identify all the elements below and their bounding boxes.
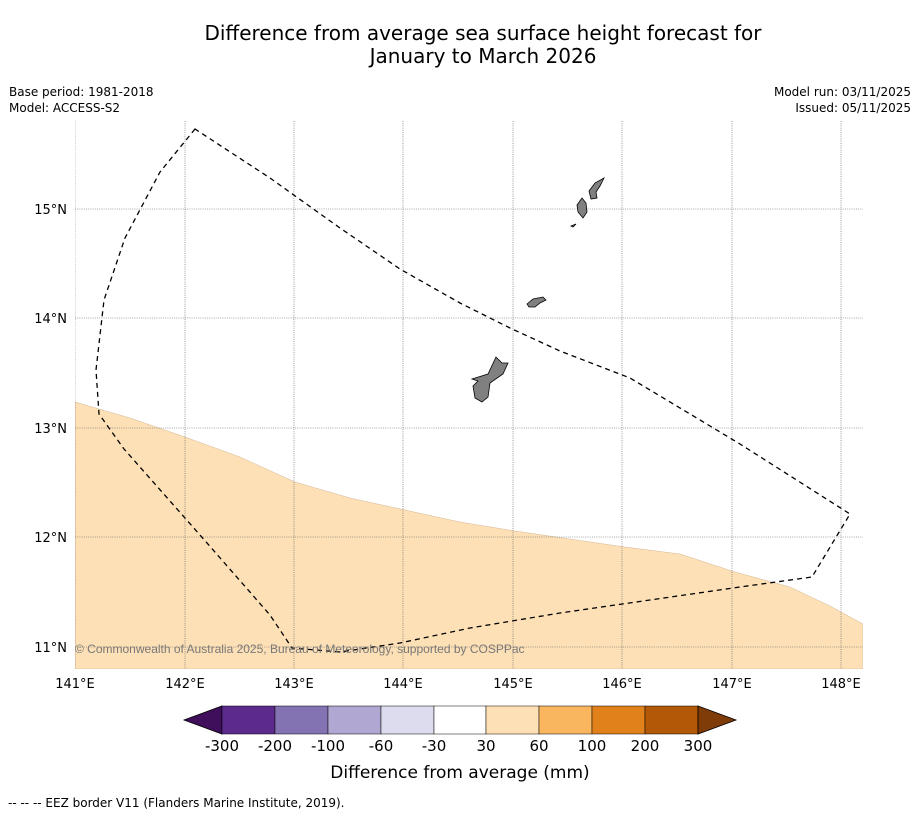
lat-label: 12°N bbox=[34, 531, 67, 546]
lat-label: 15°N bbox=[34, 203, 67, 218]
colorbar-extend-high bbox=[697, 705, 738, 735]
lon-label: 148°E bbox=[821, 677, 861, 692]
colorbar-segment bbox=[644, 705, 699, 735]
anomaly-region-30-60 bbox=[75, 401, 863, 669]
model-name: Model: ACCESS-S2 bbox=[9, 101, 121, 115]
colorbar-tick: -60 bbox=[369, 737, 394, 755]
issued-date: Issued: 05/11/2025 bbox=[795, 101, 911, 115]
colorbar-segment bbox=[433, 705, 487, 735]
colorbar-segment bbox=[380, 705, 435, 735]
meta-left: Base period: 1981-2018 Model: ACCESS-S2 bbox=[9, 84, 154, 116]
colorbar-segment bbox=[485, 705, 540, 735]
title-line-2: January to March 2026 bbox=[369, 44, 597, 68]
lon-label: 141°E bbox=[55, 677, 95, 692]
colorbar-tick: -300 bbox=[205, 737, 239, 755]
colorbar-label: Difference from average (mm) bbox=[330, 763, 589, 783]
map-title: Difference from average sea surface heig… bbox=[0, 22, 919, 68]
colorbar-tick: 200 bbox=[631, 737, 660, 755]
base-period: Base period: 1981-2018 bbox=[9, 85, 154, 99]
colorbar-tick: 60 bbox=[529, 737, 548, 755]
longitude-labels: 141°E 142°E 143°E 144°E 145°E 146°E 147°… bbox=[55, 677, 861, 692]
colorbar-tick: -200 bbox=[258, 737, 292, 755]
meta-right: Model run: 03/11/2025 Issued: 05/11/2025 bbox=[774, 84, 911, 116]
colorbar-segment bbox=[274, 705, 329, 735]
eez-legend-footer: -- -- -- EEZ border V11 (Flanders Marine… bbox=[8, 796, 345, 810]
lon-label: 143°E bbox=[274, 677, 314, 692]
colorbar-extend-low bbox=[182, 705, 223, 735]
title-line-1: Difference from average sea surface heig… bbox=[204, 21, 762, 45]
island-saipan bbox=[588, 177, 605, 200]
colorbar-segment bbox=[591, 705, 646, 735]
lat-label: 14°N bbox=[34, 312, 67, 327]
model-run: Model run: 03/11/2025 bbox=[773, 85, 911, 99]
gridlines bbox=[75, 121, 863, 669]
lat-label: 13°N bbox=[34, 422, 67, 437]
colorbar-segment bbox=[221, 705, 276, 735]
colorbar: -300 -200 -100 -60 -30 30 60 100 200 300… bbox=[182, 705, 738, 783]
lat-label: 11°N bbox=[34, 641, 67, 656]
lon-label: 145°E bbox=[493, 677, 533, 692]
islands bbox=[470, 177, 605, 403]
island-tinian bbox=[576, 197, 588, 219]
lon-label: 144°E bbox=[383, 677, 423, 692]
colorbar-tick: 300 bbox=[684, 737, 713, 755]
lon-label: 142°E bbox=[165, 677, 205, 692]
colorbar-tick: -100 bbox=[311, 737, 345, 755]
colorbar-tick: -30 bbox=[422, 737, 447, 755]
map-panel: © Commonwealth of Australia 2025, Bureau… bbox=[75, 121, 863, 669]
lon-label: 147°E bbox=[712, 677, 752, 692]
lon-label: 146°E bbox=[602, 677, 642, 692]
colorbar-tick: 100 bbox=[578, 737, 607, 755]
copyright-text: © Commonwealth of Australia 2025, Bureau… bbox=[75, 642, 525, 656]
colorbar-tick: 30 bbox=[476, 737, 495, 755]
colorbar-ticks: -300 -200 -100 -60 -30 30 60 100 200 300 bbox=[205, 737, 712, 755]
island-rota bbox=[526, 296, 547, 308]
island-guam bbox=[470, 356, 509, 403]
latitude-labels: 15°N 14°N 13°N 12°N 11°N bbox=[34, 203, 67, 656]
colorbar-segment bbox=[538, 705, 593, 735]
island-aguijan bbox=[570, 223, 577, 228]
colorbar-segment bbox=[327, 705, 382, 735]
eez-border bbox=[95, 128, 851, 653]
